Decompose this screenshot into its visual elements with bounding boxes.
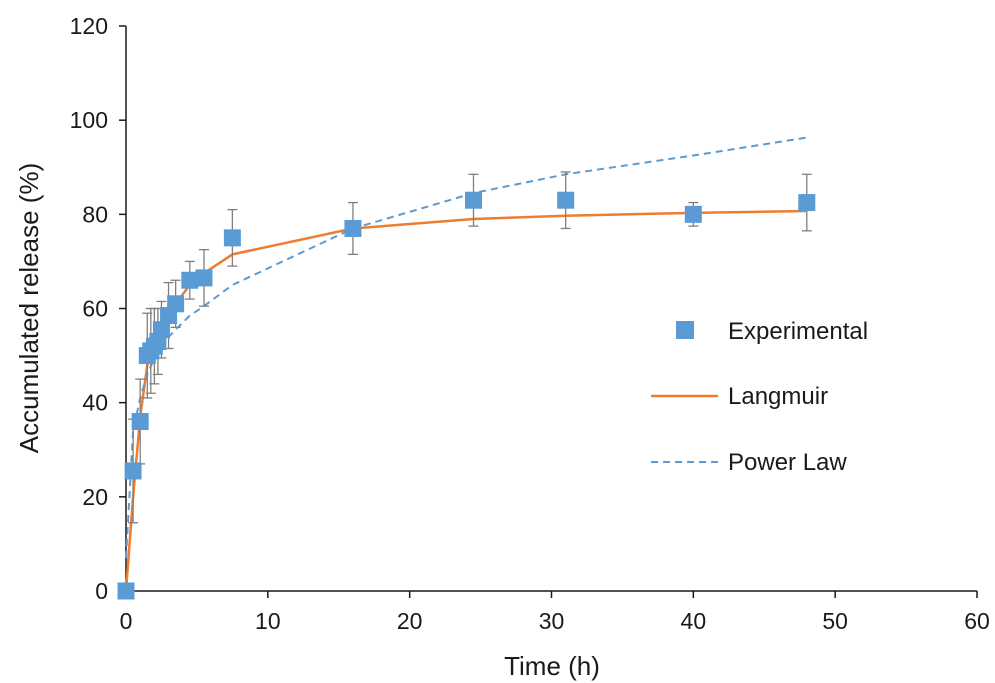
legend-marker-experimental [676,321,694,339]
x-tick-label: 30 [539,608,565,634]
y-tick-label: 120 [70,13,108,39]
experimental-point [464,191,482,209]
y-tick-label: 60 [82,296,108,322]
error-bars [128,171,812,524]
x-ticks: 0 10 20 30 40 50 60 [120,591,990,634]
legend-label-langmuir: Langmuir [728,383,828,410]
experimental-point [124,462,142,480]
x-tick-label: 40 [681,608,707,634]
y-tick-label: 20 [82,484,108,510]
legend-label-experimental: Experimental [728,318,868,345]
experimental-point [195,269,213,287]
y-tick-label: 40 [82,390,108,416]
y-ticks: 0 20 40 60 80 100 120 [70,13,126,604]
axes: 0 20 40 60 80 100 120 0 10 20 30 40 50 60 [70,13,990,634]
experimental-point [131,413,149,430]
experimental-point [152,321,170,339]
y-axis-title: Accumulated release (%) [14,163,44,453]
x-tick-label: 10 [255,608,281,634]
series-layer [124,136,807,592]
x-tick-label: 60 [964,608,990,634]
experimental-point [684,205,702,223]
y-tick-label: 100 [70,107,108,133]
experimental-point [167,295,185,313]
x-axis-title: Time (h) [504,651,600,681]
experimental-point [117,582,135,600]
experimental-point [344,219,362,237]
langmuir-line [124,209,807,592]
markers [117,191,816,600]
y-tick-label: 0 [95,578,108,604]
power-law-line [125,136,807,559]
experimental-point [798,194,816,212]
experimental-point [223,229,241,247]
x-tick-label: 0 [120,608,133,634]
y-tick-label: 80 [82,201,108,227]
experimental-point [557,191,575,209]
legend: Experimental Langmuir Power Law [651,318,868,476]
x-tick-label: 50 [822,608,848,634]
x-tick-label: 20 [397,608,423,634]
legend-label-power-law: Power Law [728,449,847,476]
experimental-point [181,271,199,289]
